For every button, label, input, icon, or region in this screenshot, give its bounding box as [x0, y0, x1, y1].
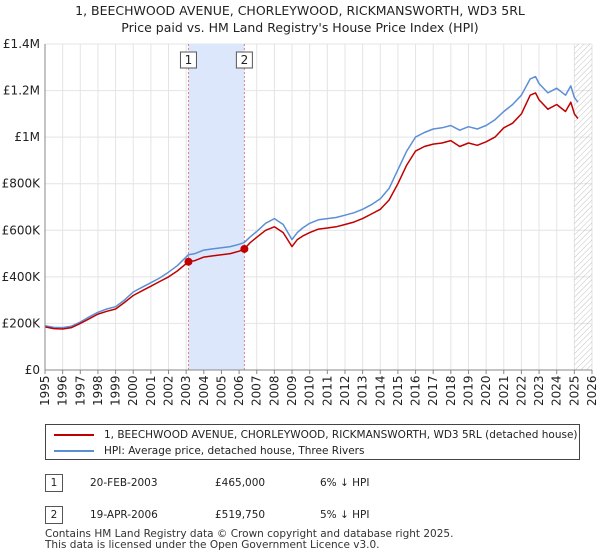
grid: [44, 43, 593, 371]
legend: 1, BEECHWOOD AVENUE, CHORLEYWOOD, RICKMA…: [45, 424, 580, 460]
x-tick-label: 2008: [267, 375, 281, 406]
x-tick-label: 2009: [285, 375, 299, 406]
x-tick-label: 2024: [550, 375, 564, 406]
sale-badge: 2: [45, 506, 63, 524]
x-tick-label: 2021: [497, 375, 511, 406]
x-tick-label: 2026: [585, 375, 599, 406]
sale-badge: 1: [45, 474, 63, 492]
hpi-line: [44, 75, 579, 329]
hatched-projection-region: [574, 44, 592, 370]
legend-item-property: 1, BEECHWOOD AVENUE, CHORLEYWOOD, RICKMA…: [54, 427, 578, 443]
legend-swatch-property: [54, 434, 94, 436]
x-tick-label: 2000: [126, 375, 140, 406]
x-tick-label: 2012: [338, 375, 352, 406]
legend-label-property: 1, BEECHWOOD AVENUE, CHORLEYWOOD, RICKMA…: [104, 429, 578, 441]
x-tick-label: 2013: [356, 375, 370, 406]
y-tick-label: £1.2M: [3, 84, 40, 98]
sale-price: £519,750: [215, 509, 266, 521]
legend-swatch-hpi: [54, 450, 94, 452]
sale-point: [240, 244, 249, 253]
footer: Contains HM Land Registry data © Crown c…: [45, 529, 585, 551]
x-tick-label: 2018: [444, 375, 458, 406]
sale-date: 19-APR-2006: [90, 509, 158, 521]
x-tick-label: 1999: [109, 375, 123, 406]
x-tick-label: 2016: [409, 375, 423, 406]
x-tick-label: 2001: [144, 375, 158, 406]
y-tick-label: £600K: [2, 223, 42, 237]
shaded-ownership-period: [188, 44, 245, 370]
sale-box: [235, 51, 253, 69]
sale-date: 20-FEB-2003: [90, 477, 158, 489]
y-tick-label: £400K: [2, 270, 42, 284]
chart-title: 1, BEECHWOOD AVENUE, CHORLEYWOOD, RICKMA…: [0, 2, 600, 36]
x-tick-label: 2002: [162, 375, 176, 406]
title-line-2: Price paid vs. HM Land Registry's House …: [121, 20, 479, 35]
x-tick-label: 2007: [250, 375, 264, 406]
x-tick-label: 2023: [532, 375, 546, 406]
footer-line-2: This data is licensed under the Open Gov…: [45, 539, 380, 551]
shaded-period: [187, 44, 592, 370]
plot-area: [45, 44, 592, 370]
x-tick-label: 2022: [514, 375, 528, 406]
y-tick-label: £200K: [2, 316, 42, 330]
sale-box: [179, 51, 197, 69]
x-tick-label: 2015: [391, 375, 405, 406]
legend-item-hpi: HPI: Average price, detached house, Thre…: [54, 443, 364, 459]
y-tick-label: £1M: [14, 130, 40, 144]
x-tick-label: 2014: [373, 375, 387, 406]
sale-price: £465,000: [215, 477, 266, 489]
sale-row: 2 19-APR-2006 £519,750 5% ↓ HPI: [45, 506, 585, 528]
sale-row: 1 20-FEB-2003 £465,000 6% ↓ HPI: [45, 474, 585, 496]
y-tick-label: £800K: [2, 177, 42, 191]
x-tick-label: 1996: [56, 375, 70, 406]
x-tick-label: 2019: [461, 375, 475, 406]
x-tick-label: 2025: [567, 375, 581, 406]
sale-hpi-diff: 6% ↓ HPI: [320, 477, 370, 489]
sale-box-label: 2: [241, 53, 249, 67]
sale-box-label: 1: [185, 53, 193, 67]
y-tick-label: £0: [25, 363, 40, 377]
x-tick-label: 2017: [426, 375, 440, 406]
x-tick-label: 2003: [179, 375, 193, 406]
y-tick-label: £1.4M: [3, 37, 40, 51]
x-tick-label: 2006: [232, 375, 246, 406]
x-tick-label: 2011: [320, 375, 334, 406]
series-lines: [44, 75, 579, 330]
x-tick-label: 1995: [38, 375, 52, 406]
title-line-1: 1, BEECHWOOD AVENUE, CHORLEYWOOD, RICKMA…: [75, 3, 525, 18]
footer-line-1: Contains HM Land Registry data © Crown c…: [45, 528, 454, 540]
legend-label-hpi: HPI: Average price, detached house, Thre…: [104, 445, 365, 457]
x-tick-label: 2004: [197, 375, 211, 406]
x-tick-label: 1998: [91, 375, 105, 406]
sale-hpi-diff: 5% ↓ HPI: [320, 509, 370, 521]
x-tick-label: 2010: [303, 375, 317, 406]
x-tick-label: 2020: [479, 375, 493, 406]
x-tick-label: 1997: [73, 375, 87, 406]
x-tick-label: 2005: [214, 375, 228, 406]
sale-point: [184, 257, 193, 266]
property-price-line: [44, 92, 579, 330]
